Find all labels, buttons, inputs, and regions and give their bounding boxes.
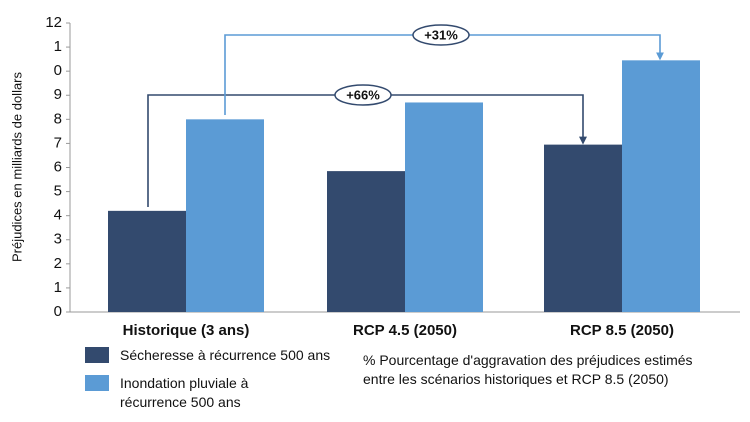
y-tick-label: 8: [54, 110, 62, 127]
y-tick-label: 7: [54, 134, 62, 151]
bar: [327, 171, 405, 312]
y-tick-label: 1: [54, 38, 62, 55]
bar: [544, 144, 622, 312]
note: % Pourcentage d'aggravation des préjudic…: [363, 352, 693, 387]
y-tick-label: 4: [54, 207, 62, 224]
x-tick-label: Historique (3 ans): [123, 322, 250, 339]
legend-label: Inondation pluviale à récurrence 500 ans: [120, 375, 249, 410]
legend-swatch: [85, 375, 109, 391]
y-tick-label: 9: [54, 86, 62, 103]
x-tick-label: RCP 4.5 (2050): [353, 322, 457, 339]
y-tick-label: 12: [45, 14, 62, 31]
y-tick-label: 1: [54, 279, 62, 296]
y-tick-label: 3: [54, 231, 62, 248]
y-tick-label: 6: [54, 158, 62, 175]
y-tick-label: 2: [54, 255, 62, 272]
bar: [108, 210, 186, 312]
annotation-label: +66%: [346, 87, 380, 102]
legend-label: Sécheresse à récurrence 500 ans: [120, 347, 331, 363]
y-tick-label: 0: [54, 303, 62, 320]
annotation-badge: [412, 24, 470, 46]
y-tick-label: 0: [54, 62, 62, 79]
bar: [622, 60, 700, 313]
annotation-label: +31%: [424, 27, 458, 42]
y-axis-label: Préjudices en milliards de dollars: [9, 71, 24, 262]
x-tick-label: RCP 8.5 (2050): [570, 322, 674, 339]
legend-swatch: [85, 347, 109, 363]
bar: [186, 119, 264, 312]
bar: [405, 102, 483, 312]
y-tick-label: 5: [54, 183, 62, 200]
annotation-badge: [334, 84, 392, 106]
